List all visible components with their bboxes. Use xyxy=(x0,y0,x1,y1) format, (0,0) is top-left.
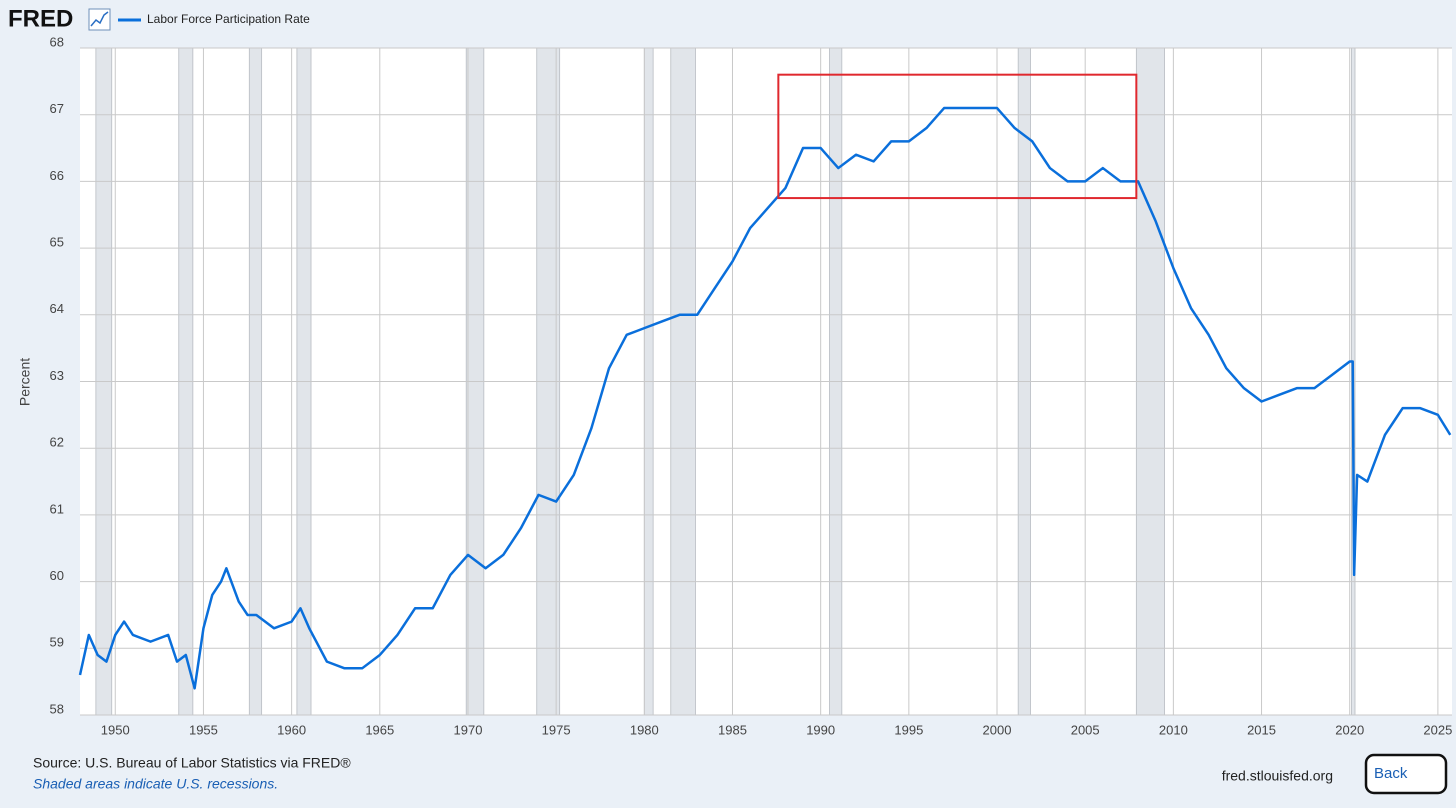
y-tick-label: 63 xyxy=(50,368,64,383)
x-tick-label: 1955 xyxy=(189,722,218,737)
y-tick-label: 60 xyxy=(50,568,64,583)
x-tick-label: 1965 xyxy=(365,722,394,737)
y-tick-label: 59 xyxy=(50,635,64,650)
y-tick-label: 58 xyxy=(50,701,64,716)
x-tick-label: 1950 xyxy=(101,722,130,737)
x-tick-label: 1990 xyxy=(806,722,835,737)
x-tick-label: 2020 xyxy=(1335,722,1364,737)
y-tick-label: 65 xyxy=(50,235,64,250)
back-button[interactable] xyxy=(1364,753,1448,795)
y-tick-label: 67 xyxy=(50,101,64,116)
site-link: fred.stlouisfed.org xyxy=(1222,768,1333,784)
series-line xyxy=(78,106,1452,690)
highlight-box xyxy=(777,73,1138,200)
source: Source: U.S. Bureau of Labor Statistics … xyxy=(33,755,351,771)
x-tick-label: 2005 xyxy=(1071,722,1100,737)
note: Shaded areas indicate U.S. recessions. xyxy=(33,776,278,792)
back-button-label[interactable]: Back xyxy=(1374,765,1408,782)
x-tick-label: 2025 xyxy=(1423,722,1452,737)
x-tick-label: 1970 xyxy=(454,722,483,737)
x-tick-label: 1995 xyxy=(894,722,923,737)
y-tick-label: 66 xyxy=(50,168,64,183)
logo-icon-line xyxy=(90,11,109,27)
x-tick-label: 1985 xyxy=(718,722,747,737)
y-tick-label: 68 xyxy=(50,34,64,49)
y-tick-label: 62 xyxy=(50,435,64,450)
logo: FRED xyxy=(8,5,73,32)
x-tick-label: 2015 xyxy=(1247,722,1276,737)
legend-label: Labor Force Participation Rate xyxy=(147,12,310,26)
x-tick-label: 1975 xyxy=(542,722,571,737)
y-tick-label: 64 xyxy=(50,301,64,316)
x-tick-label: 1960 xyxy=(277,722,306,737)
x-tick-label: 2010 xyxy=(1159,722,1188,737)
x-tick-label: 1980 xyxy=(630,722,659,737)
y-tick-label: 61 xyxy=(50,501,64,516)
footer xyxy=(0,748,1456,803)
y-axis-label: Percent xyxy=(17,358,33,406)
x-tick-label: 2000 xyxy=(983,722,1012,737)
